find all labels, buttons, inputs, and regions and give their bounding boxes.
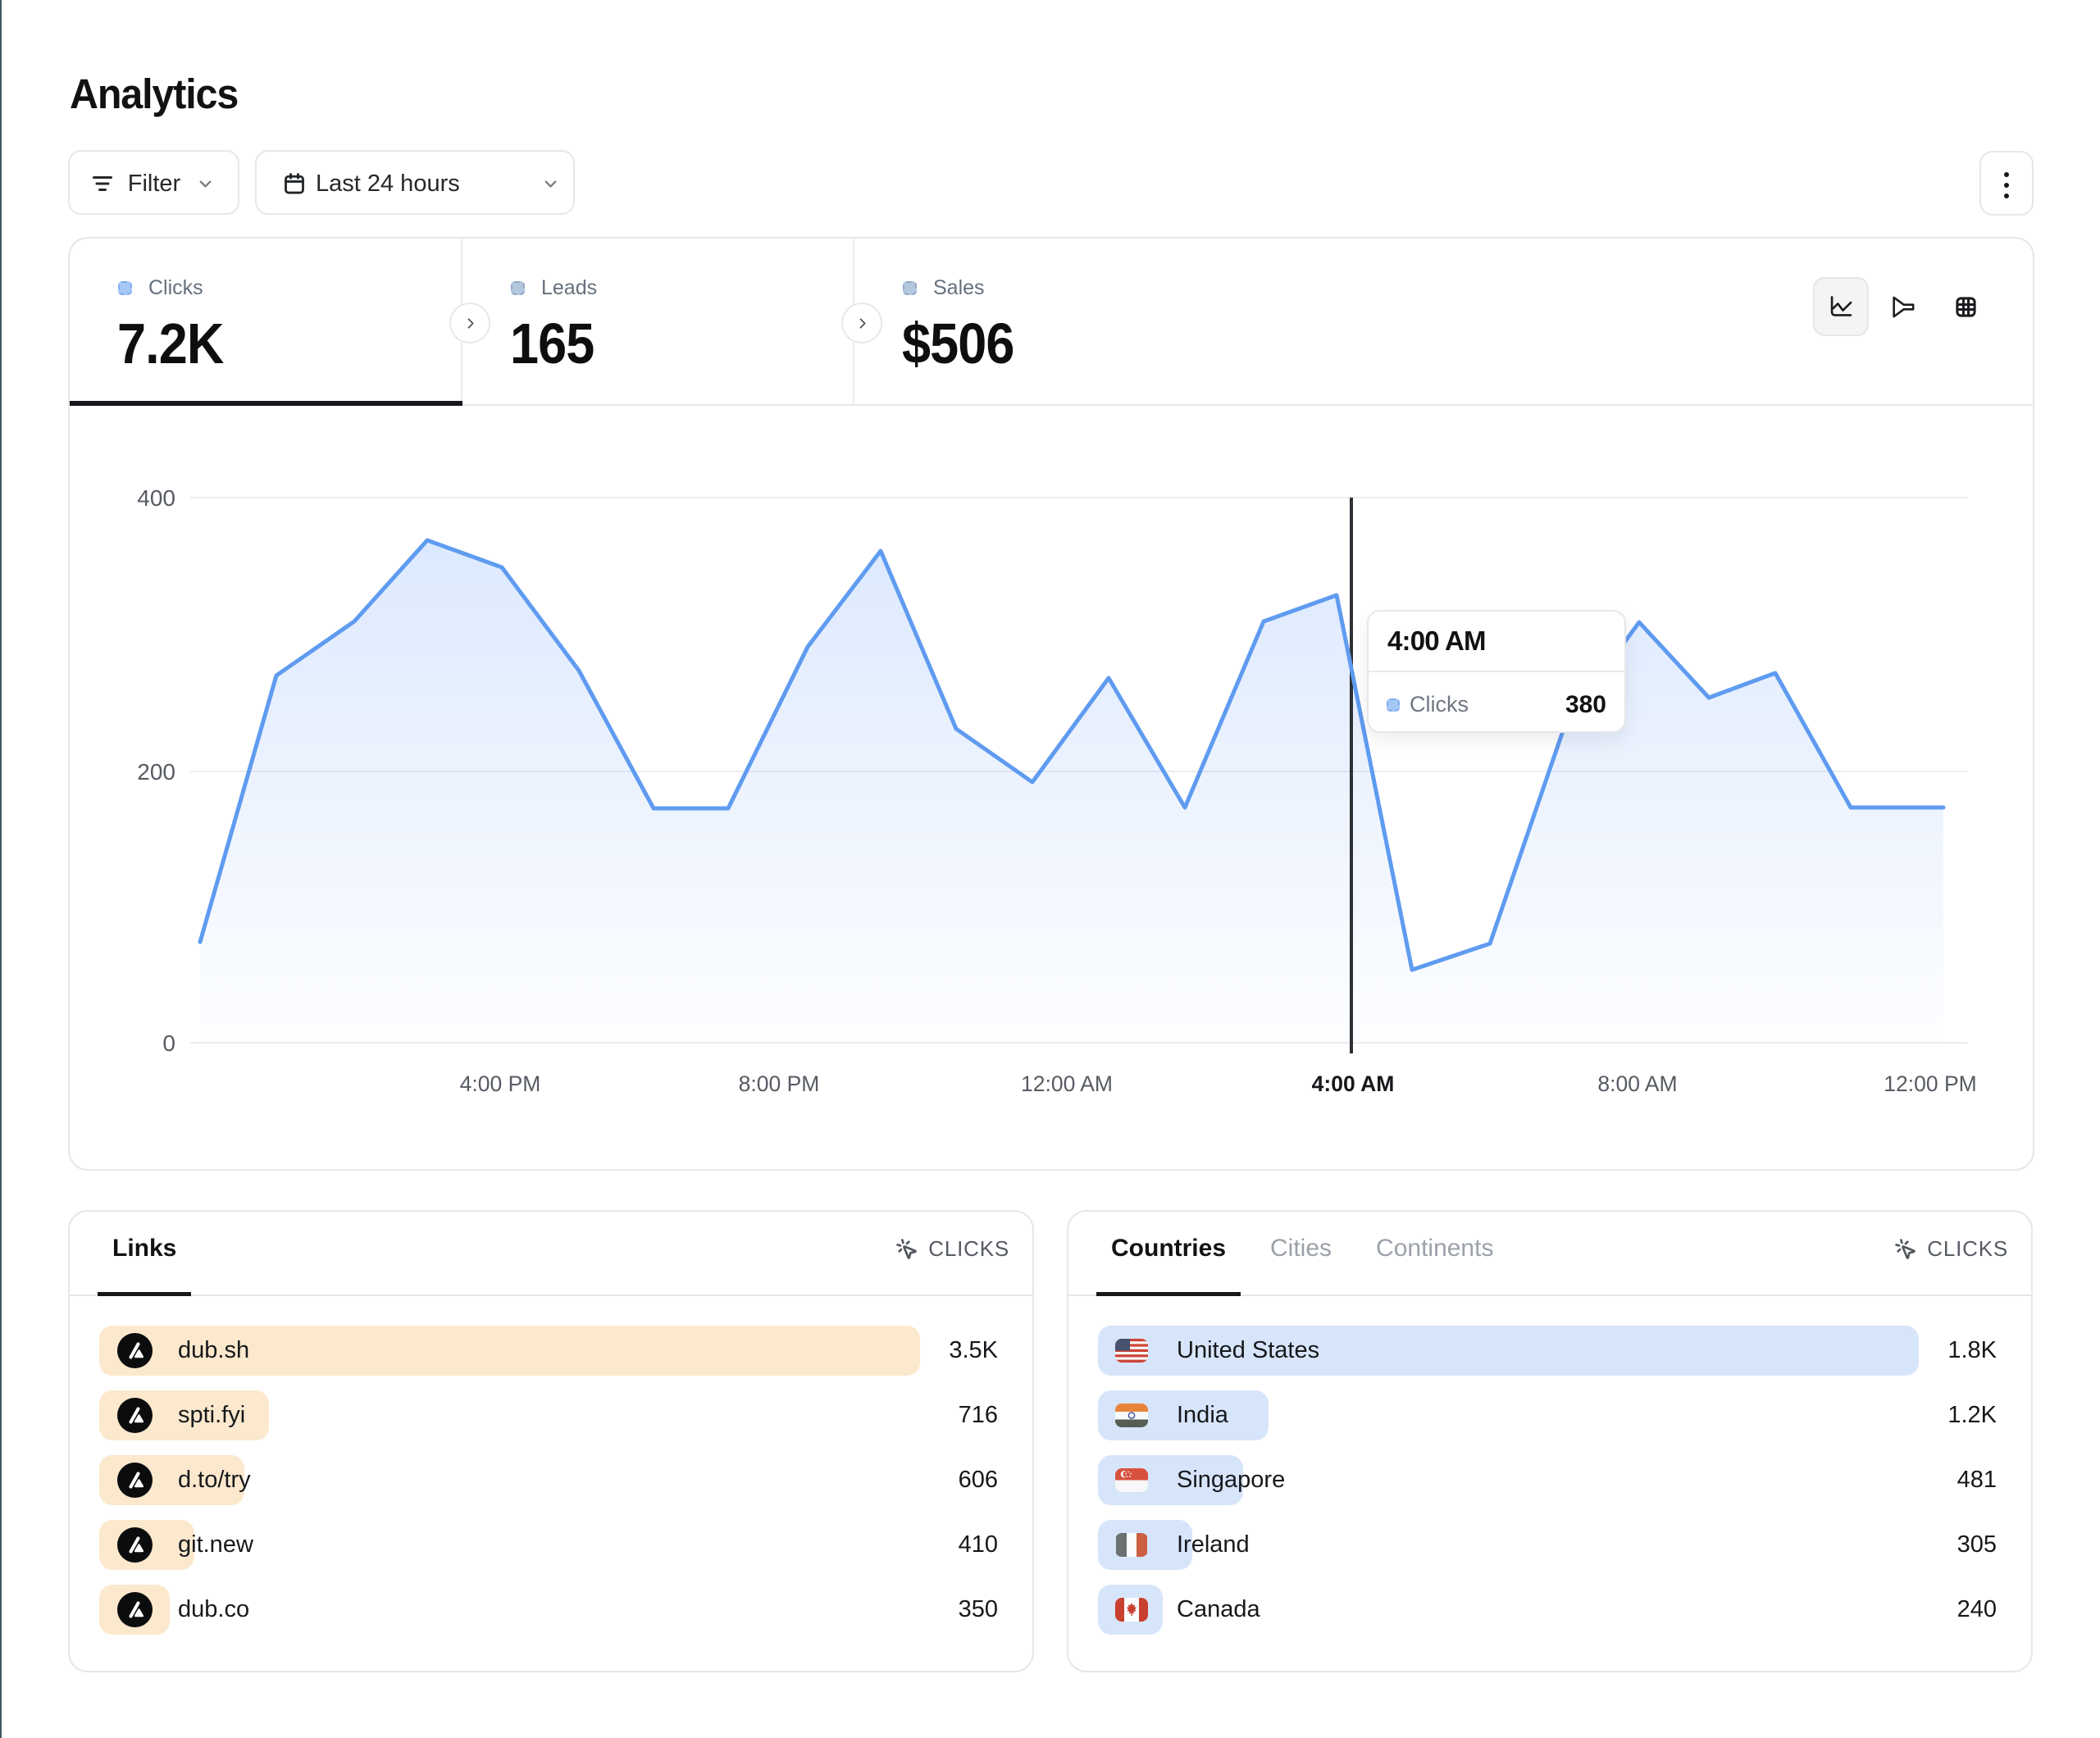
svg-text:400: 400 (137, 485, 175, 511)
svg-text:4:00 AM: 4:00 AM (1312, 1071, 1395, 1096)
svg-text:12:00 AM: 12:00 AM (1021, 1071, 1113, 1096)
svg-text:200: 200 (137, 759, 175, 785)
svg-text:12:00 PM: 12:00 PM (1884, 1071, 1976, 1096)
svg-text:8:00 PM: 8:00 PM (739, 1071, 820, 1096)
svg-text:4:00 PM: 4:00 PM (460, 1071, 541, 1096)
svg-text:8:00 AM: 8:00 AM (1597, 1071, 1677, 1096)
svg-text:0: 0 (162, 1031, 175, 1056)
